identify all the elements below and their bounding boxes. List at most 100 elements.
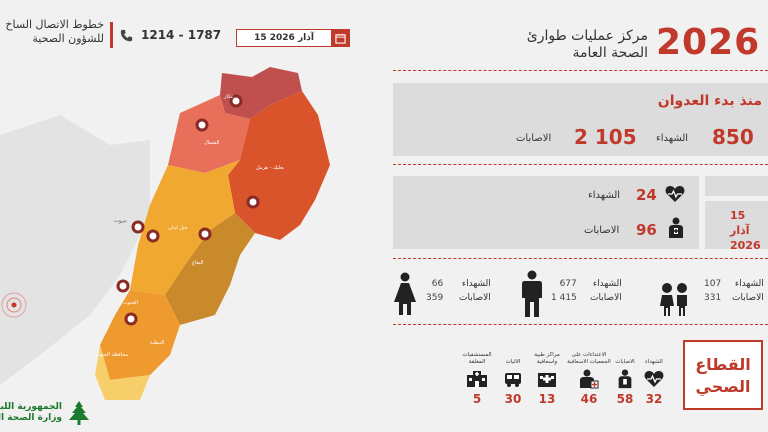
total-injuries-value: 2 105	[574, 125, 637, 149]
sector-col-value: 13	[538, 392, 556, 406]
strike-marker	[229, 94, 243, 108]
men-injuries-label: الاصابات	[590, 293, 622, 303]
sector-col-label: الاعتداءات على الجمعيات الاسعافية	[567, 352, 611, 365]
divider	[393, 258, 768, 259]
calendar-icon	[331, 30, 349, 46]
daily-panel	[393, 176, 699, 249]
region-north	[168, 95, 250, 173]
center-title: مركز عمليات طوارئ الصحة العامة	[500, 28, 648, 62]
children-values: 107 331	[704, 277, 721, 305]
men-values: 677 1 415	[551, 277, 577, 305]
location-ring	[1, 292, 27, 318]
map-label-mount-lebanon: جبل لبنان	[168, 225, 188, 231]
sector-col-vehicles: الاليات 30	[491, 338, 535, 406]
sector-col-paramedic-attacks: الاعتداءات على الجمعيات الاسعافية 46	[567, 338, 611, 406]
patient-icon	[668, 217, 684, 243]
region-south	[95, 345, 150, 400]
region-mount-lebanon	[130, 160, 240, 295]
strike-marker	[198, 227, 212, 241]
map-label-south: الجنوب	[123, 300, 138, 306]
women-injuries-label: الاصابات	[459, 293, 491, 303]
woman-icon	[394, 272, 416, 320]
map-label-nabatieh: النبطية	[150, 340, 165, 346]
women-martyrs-value: 66	[431, 279, 444, 289]
medic-icon	[603, 368, 647, 390]
ministry-line1: الجمهورية اللبنا	[0, 402, 62, 412]
heart-icon	[665, 185, 685, 207]
strike-marker	[116, 279, 130, 293]
strike-marker	[131, 220, 145, 234]
year-title: 2026	[656, 22, 761, 63]
women-values: 66 359	[426, 277, 443, 305]
daily-injuries-value: 96	[636, 221, 657, 239]
health-sector-title-line2: الصحي	[695, 377, 751, 396]
map-label-bekaa: البقاع	[192, 260, 204, 266]
lebanon-map	[0, 67, 330, 400]
children-labels: الشهداء الاصابات	[732, 277, 764, 305]
daily-date-line2: 2026	[730, 239, 761, 252]
paramedic-icon	[567, 368, 611, 390]
women-labels: الشهداء الاصابات	[459, 277, 491, 305]
sector-col-label: الاليات	[505, 359, 521, 365]
location-dot	[11, 302, 17, 308]
sector-col-label: الشهداء	[645, 359, 663, 365]
divider	[393, 324, 768, 325]
daily-martyrs-value: 24	[636, 186, 657, 204]
map-label-north: الشمال	[204, 140, 220, 146]
phone-numbers: 1214 - 1787	[141, 28, 222, 42]
divider	[393, 70, 768, 71]
header-divider	[110, 22, 113, 48]
sector-col-value: 58	[616, 392, 634, 406]
map-label-baalbek-hermel: بعلبك - هرمل	[256, 165, 285, 171]
region-akkar	[220, 67, 302, 119]
hotline-phone: 1214 - 1787	[120, 28, 221, 42]
daily-injuries-label: الاصابات	[584, 225, 620, 236]
children-injuries-value: 331	[704, 293, 722, 303]
since-aggression-panel	[393, 83, 768, 156]
center-title-line2: الصحة العامة	[572, 45, 648, 61]
map-label-beirut: بيروت	[114, 218, 127, 224]
map-label-south-governorate: محافظة الجنوب	[95, 352, 129, 358]
health-sector-box: القطاع الصحي	[683, 340, 763, 410]
total-martyrs-value: 850	[712, 125, 754, 149]
hospital-icon	[455, 368, 499, 390]
sector-col-value: 32	[645, 392, 663, 406]
clinic-icon	[525, 368, 569, 390]
location-ring	[6, 297, 22, 313]
sector-col-medical-centers: مراكز طبية واسعافية 13	[525, 338, 569, 406]
men-martyrs-value: 677	[559, 279, 577, 289]
hotline-title-line2: للشؤون الصحية	[32, 32, 104, 45]
strike-marker	[246, 195, 260, 209]
strike-marker	[146, 229, 160, 243]
date-text: 15 آذار 2026	[254, 33, 314, 43]
background-landmass	[0, 115, 150, 385]
phone-icon	[120, 29, 133, 41]
sector-col-value: 46	[580, 392, 598, 406]
daily-date-panel	[705, 201, 768, 249]
ambulance-icon	[491, 368, 535, 390]
children-injuries-label: الاصابات	[732, 293, 764, 303]
children-icon	[660, 282, 690, 322]
hotline-title: خطوط الاتصال الساخ للشؤون الصحية	[0, 18, 104, 46]
women-injuries-value: 359	[426, 293, 444, 303]
daily-martyrs-label: الشهداء	[588, 190, 621, 201]
region-bekaa	[165, 213, 255, 325]
health-sector-title-line1: القطاع	[695, 355, 751, 374]
date-badge: 15 آذار 2026	[236, 29, 350, 47]
man-icon	[522, 270, 542, 322]
children-martyrs-label: الشهداء	[734, 279, 764, 289]
daily-date-line1: 15 آذار	[730, 209, 750, 237]
sector-col-label: الاصابات	[615, 359, 635, 365]
map-label-akkar: عكار	[224, 94, 234, 100]
divider	[393, 164, 768, 165]
women-martyrs-label: الشهداء	[461, 279, 491, 289]
heart-pulse-icon	[632, 368, 676, 390]
strike-marker	[195, 118, 209, 132]
total-martyrs-label: الشهداء	[656, 133, 689, 144]
sector-col-injuries: الاصابات 58	[603, 338, 647, 406]
children-martyrs-value: 107	[704, 279, 722, 289]
cedar-logo	[69, 401, 89, 425]
total-injuries-label: الاصابات	[516, 133, 552, 144]
sector-col-value: 5	[472, 392, 482, 406]
